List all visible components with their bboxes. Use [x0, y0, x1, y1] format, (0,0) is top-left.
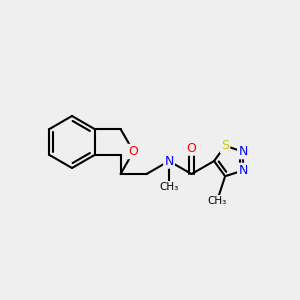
Text: O: O [129, 145, 139, 158]
Text: O: O [187, 142, 196, 154]
Text: N: N [238, 145, 248, 158]
Text: N: N [164, 154, 174, 167]
Text: S: S [221, 139, 229, 152]
Text: CH₃: CH₃ [208, 196, 227, 206]
Text: CH₃: CH₃ [159, 182, 179, 192]
Text: N: N [238, 164, 248, 177]
